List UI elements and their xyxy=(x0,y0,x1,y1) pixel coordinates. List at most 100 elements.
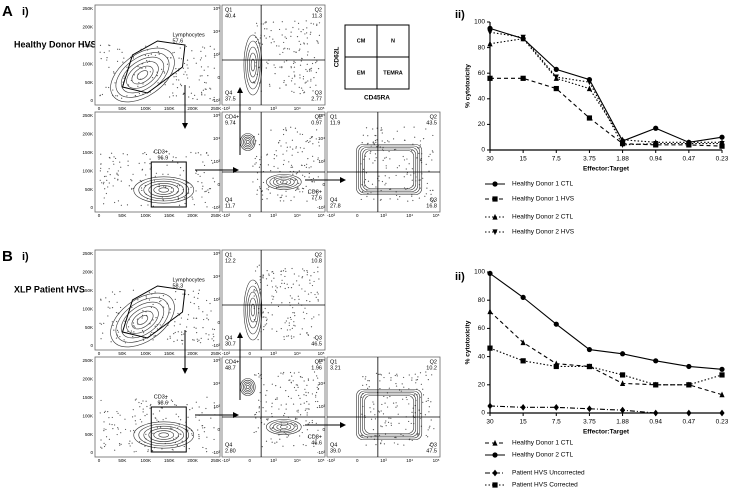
event-dot xyxy=(267,164,270,166)
event-dot xyxy=(195,152,197,154)
event-dot xyxy=(298,28,300,30)
event-dot xyxy=(301,187,304,189)
event-dot xyxy=(318,314,320,316)
quadrant-name: Q3 xyxy=(430,442,437,448)
event-dot xyxy=(149,168,151,170)
event-dot xyxy=(309,282,311,284)
event-dot xyxy=(305,408,307,410)
event-dot xyxy=(388,372,390,374)
event-dot xyxy=(280,372,282,374)
event-dot xyxy=(317,400,319,403)
event-dot xyxy=(259,374,261,376)
event-dot xyxy=(142,153,144,155)
event-dot xyxy=(266,390,268,392)
event-dot xyxy=(316,386,318,388)
event-dot xyxy=(184,197,186,199)
event-dot xyxy=(174,321,176,323)
quadrant-name: CD4+ xyxy=(225,114,239,120)
event-dot xyxy=(395,436,397,438)
event-dot xyxy=(256,172,259,174)
event-dot xyxy=(148,291,150,293)
event-dot xyxy=(395,402,397,404)
point xyxy=(586,405,593,413)
event-dot xyxy=(318,34,321,37)
event-dot xyxy=(313,337,315,339)
contour xyxy=(131,65,154,85)
event-dot xyxy=(210,310,212,312)
point xyxy=(553,85,559,92)
event-dot xyxy=(384,157,386,159)
event-dot xyxy=(279,140,281,142)
event-dot xyxy=(295,389,297,391)
event-dot xyxy=(104,188,106,190)
event-dot xyxy=(167,401,169,403)
event-dot xyxy=(283,81,285,84)
event-dot xyxy=(410,174,412,176)
event-dot xyxy=(292,173,294,175)
event-dot xyxy=(197,340,199,343)
event-dot xyxy=(141,169,143,171)
event-dot xyxy=(207,189,209,191)
event-dot xyxy=(202,427,204,429)
plot-frame xyxy=(221,356,326,458)
event-dot xyxy=(111,416,113,419)
event-dot xyxy=(299,191,301,193)
event-dot xyxy=(156,427,158,429)
event-dot xyxy=(411,149,413,152)
event-dot xyxy=(158,184,160,186)
event-dot xyxy=(131,187,133,190)
gate-name: CD3+ xyxy=(154,149,168,155)
event-dot xyxy=(255,40,258,43)
event-dot xyxy=(271,314,273,316)
point xyxy=(619,351,626,357)
event-dot xyxy=(181,343,184,345)
event-dot xyxy=(144,54,147,56)
contour xyxy=(364,150,415,189)
event-dot xyxy=(306,429,309,431)
event-dot xyxy=(172,52,174,54)
event-dot xyxy=(302,187,305,190)
event-dot xyxy=(292,307,294,309)
contour xyxy=(131,310,154,330)
event-dot xyxy=(418,152,420,155)
event-dot xyxy=(365,376,367,378)
event-dot xyxy=(119,414,121,416)
point xyxy=(619,380,626,386)
event-dot xyxy=(254,282,257,284)
event-dot xyxy=(141,189,143,192)
event-dot xyxy=(150,403,152,406)
event-dot xyxy=(213,402,215,404)
event-dot xyxy=(212,162,214,164)
flow-axis-label: 250K xyxy=(82,6,93,11)
legend-label: Healthy Donor 1 CTL xyxy=(512,440,573,447)
flow-axis-label: 0 xyxy=(217,320,220,325)
event-dot xyxy=(429,153,431,155)
event-dot xyxy=(111,423,113,426)
event-dot xyxy=(253,289,255,291)
event-dot xyxy=(269,36,271,38)
event-dot xyxy=(302,75,305,78)
event-dot xyxy=(299,397,301,399)
event-dot xyxy=(273,165,275,168)
event-dot xyxy=(108,168,110,170)
gate-value: 98.6 xyxy=(158,400,169,406)
event-dot xyxy=(294,74,296,76)
event-dot xyxy=(365,127,368,129)
event-dot xyxy=(213,427,215,429)
event-dot xyxy=(158,402,161,404)
event-dot xyxy=(315,422,317,424)
event-dot xyxy=(154,54,157,56)
event-dot xyxy=(279,53,281,55)
event-dot xyxy=(317,429,319,431)
quadrant-value: 37.5 xyxy=(225,96,236,102)
event-dot xyxy=(108,44,110,46)
event-dot xyxy=(157,51,160,53)
event-dot xyxy=(316,375,318,377)
event-dot xyxy=(415,382,417,384)
event-dot xyxy=(272,298,274,300)
event-dot xyxy=(285,28,287,30)
event-dot xyxy=(375,444,377,446)
contour xyxy=(245,285,261,335)
contour xyxy=(279,425,288,429)
event-dot xyxy=(303,394,305,396)
